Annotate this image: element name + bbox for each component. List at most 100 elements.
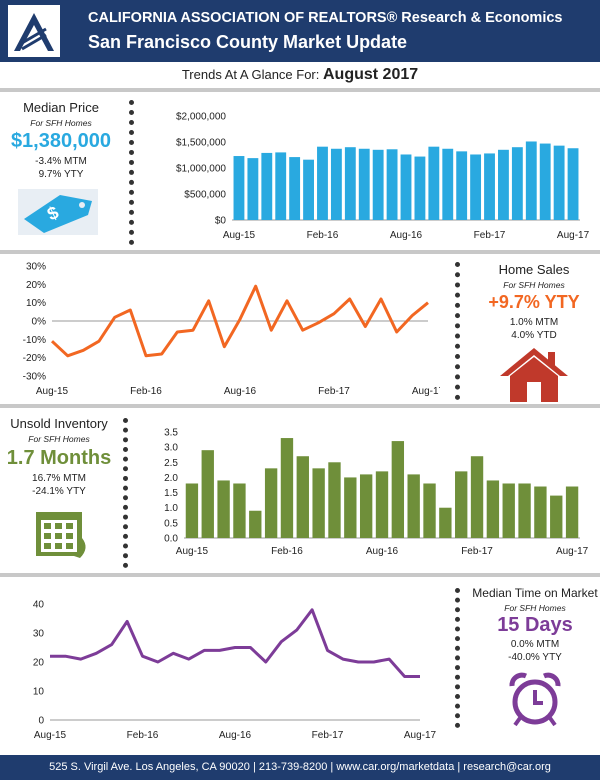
- dotted-separator: [455, 588, 461, 728]
- y-tick-label: $500,000: [184, 190, 226, 201]
- bar: [423, 483, 436, 538]
- x-tick-label: Feb-17: [474, 230, 506, 241]
- bar: [233, 483, 246, 538]
- bar: [553, 145, 565, 220]
- bar: [289, 157, 301, 220]
- bar: [328, 462, 341, 538]
- time-on-market-chart: 0 10 20 30 40 Aug-15 Feb-16 Aug-16 Feb-17 Aug-17: [33, 600, 437, 742]
- bar: [470, 154, 482, 220]
- section-divider: [0, 573, 600, 577]
- trend-heading: Trends At A Glance For: August 2017: [0, 66, 600, 84]
- y-tick-label: $1,500,000: [176, 138, 226, 149]
- y-tick-label: 0.5: [164, 518, 178, 529]
- bar: [484, 153, 495, 220]
- x-tick-label: Aug-17: [412, 386, 440, 397]
- y-tick-label: 2.0: [164, 473, 178, 484]
- y-tick-label: 10: [33, 687, 45, 698]
- bar: [303, 159, 314, 220]
- time-on-market-panel: Median Time on Market For SFH Homes 15 D…: [470, 586, 600, 728]
- x-tick-label: Aug-16: [366, 546, 399, 557]
- bar: [375, 471, 389, 538]
- median-price-mtm: -3.4% MTM: [35, 156, 87, 167]
- bar: [539, 143, 551, 220]
- home-sales-title: Home Sales: [498, 262, 570, 277]
- y-tick-label: -30%: [23, 372, 46, 383]
- y-tick-label: 20: [33, 658, 45, 669]
- y-tick-label: 0: [38, 716, 44, 727]
- time-on-market-yty: -40.0% YTY: [508, 652, 562, 663]
- y-tick-label: 0%: [32, 317, 47, 328]
- y-tick-label: 0.0: [164, 534, 178, 545]
- bar: [344, 147, 356, 220]
- bar: [330, 148, 342, 220]
- y-tick-label: $0: [215, 216, 227, 227]
- bar: [502, 483, 515, 538]
- y-tick-label: 30%: [26, 262, 46, 273]
- series-line: [50, 608, 420, 678]
- home-sales-mtm: 1.0% MTM: [509, 317, 559, 328]
- y-tick-label: 40: [33, 600, 45, 611]
- bar: [261, 152, 273, 220]
- header-title: San Francisco County Market Update: [88, 32, 408, 52]
- bar: [534, 486, 547, 538]
- trend-prefix: Trends At A Glance For:: [181, 67, 320, 82]
- bar: [455, 471, 468, 538]
- x-tick-label: Aug-15: [223, 230, 256, 241]
- bar: [439, 507, 452, 538]
- y-tick-label: $1,000,000: [176, 164, 226, 175]
- dotted-separator: [455, 262, 461, 400]
- bar: [498, 149, 509, 220]
- y-tick-label: -20%: [23, 353, 46, 364]
- x-tick-label: Aug-17: [557, 230, 590, 241]
- bar: [359, 474, 373, 538]
- trend-month: August 2017: [323, 66, 419, 83]
- bar: [312, 468, 325, 538]
- y-tick-label: 2.5: [164, 458, 178, 469]
- y-tick-label: 30: [33, 629, 45, 640]
- bar: [565, 486, 579, 538]
- x-tick-label: Feb-16: [271, 546, 303, 557]
- home-sales-value: +9.7% YTY: [488, 292, 580, 312]
- bar: [247, 158, 259, 220]
- dotted-separator: [129, 100, 135, 245]
- bar: [358, 148, 370, 220]
- y-tick-label: -10%: [23, 335, 46, 346]
- median-price-subtitle: For SFH Homes: [30, 118, 92, 128]
- bar: [217, 480, 230, 538]
- unsold-inventory-panel: Unsold Inventory For SFH Homes 1.7 Month…: [0, 416, 118, 560]
- footer-contact: 525 S. Virgil Ave. Los Angeles, CA 90020…: [0, 755, 600, 780]
- header-organization: CALIFORNIA ASSOCIATION OF REALTORS® Rese…: [88, 10, 563, 26]
- unsold-inventory-title: Unsold Inventory: [10, 416, 108, 431]
- bar: [442, 148, 454, 220]
- x-tick-label: Aug-15: [34, 730, 67, 741]
- bar: [407, 474, 420, 538]
- y-tick-label: 1.0: [164, 503, 178, 514]
- y-tick-label: 3.5: [164, 428, 178, 439]
- bar: [344, 477, 357, 538]
- time-on-market-subtitle: For SFH Homes: [504, 603, 566, 613]
- bar: [518, 483, 531, 538]
- bar: [428, 146, 440, 220]
- y-tick-label: 1.5: [164, 488, 178, 499]
- header-banner: CALIFORNIA ASSOCIATION OF REALTORS® Rese…: [0, 0, 600, 62]
- bar: [386, 149, 398, 220]
- time-on-market-title: Median Time on Market: [472, 586, 598, 600]
- dotted-separator: [123, 418, 129, 568]
- section-divider: [0, 88, 600, 92]
- home-sales-chart: -30% -20% -10% 0% 10% 20% 30% Aug-15 Feb-16 Aug-1…: [23, 262, 440, 398]
- x-tick-label: Aug-17: [404, 730, 437, 741]
- bar: [456, 151, 468, 220]
- x-tick-label: Feb-16: [307, 230, 339, 241]
- x-tick-label: Aug-16: [219, 730, 252, 741]
- section-divider: [0, 250, 600, 254]
- bar: [414, 156, 426, 220]
- bar: [233, 156, 245, 220]
- car-logo: [8, 5, 60, 57]
- bar: [280, 438, 294, 538]
- x-tick-label: Aug-15: [176, 546, 209, 557]
- bar: [470, 456, 484, 538]
- series-line: [50, 284, 429, 358]
- median-price-yty: 9.7% YTY: [38, 169, 84, 180]
- bar: [296, 456, 309, 538]
- x-tick-label: Aug-16: [390, 230, 423, 241]
